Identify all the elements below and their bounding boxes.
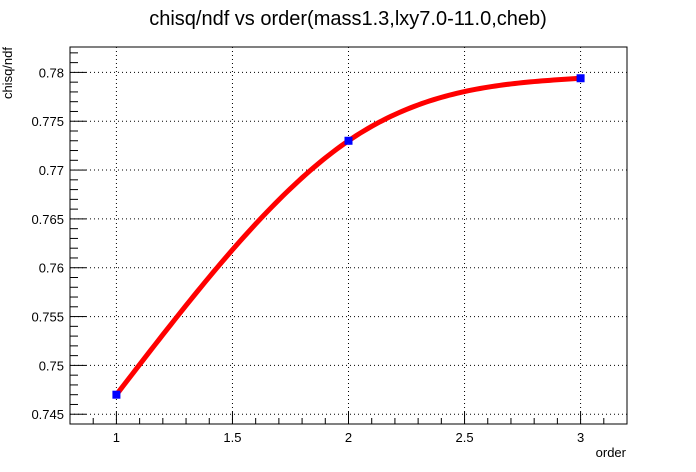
chart-title: chisq/ndf vs order(mass1.3,lxy7.0-11.0,c…: [149, 8, 547, 30]
x-tick-label: 2: [345, 430, 352, 445]
data-point: [576, 74, 585, 83]
x-tick-label: 2.5: [456, 430, 474, 445]
y-axis-label: chisq/ndf: [0, 47, 15, 99]
y-tick-label: 0.775: [31, 114, 64, 129]
y-tick-label: 0.78: [39, 65, 64, 80]
series-markers: [112, 74, 585, 399]
x-tick-label: 1: [113, 430, 120, 445]
data-point: [344, 136, 353, 145]
y-tick-label: 0.765: [31, 212, 64, 227]
y-tick-label: 0.75: [39, 358, 64, 373]
y-tick-label: 0.755: [31, 310, 64, 325]
y-tick-label: 0.76: [39, 261, 64, 276]
x-tick-label: 1.5: [223, 430, 241, 445]
axis-ticks: [69, 52, 628, 425]
y-tick-label: 0.745: [31, 407, 64, 422]
data-point: [112, 390, 121, 399]
x-tick-label: 3: [577, 430, 584, 445]
y-tick-label: 0.77: [39, 163, 64, 178]
grid: [70, 47, 627, 424]
tick-labels: 1 1.5 2 2.5 3 0.745 0.75 0.755 0.76 0.765 0.77 0.77…: [31, 65, 584, 445]
x-axis-label: order: [596, 445, 627, 460]
